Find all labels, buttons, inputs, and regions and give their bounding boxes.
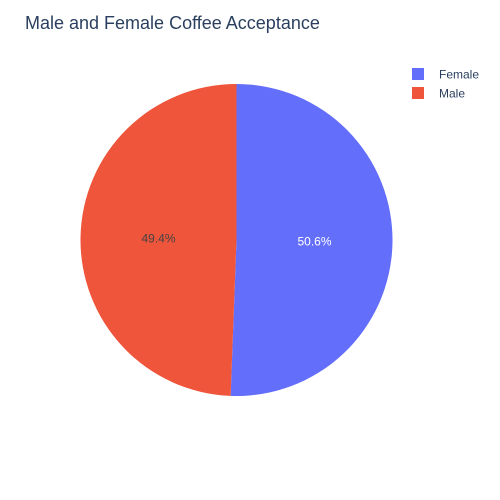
legend-label-male: Male	[439, 87, 465, 101]
legend: Female Male	[412, 68, 479, 101]
legend-item-female[interactable]: Female	[412, 68, 479, 82]
chart-title: Male and Female Coffee Acceptance	[25, 13, 320, 33]
legend-swatch-male	[412, 87, 424, 99]
pie-slices	[80, 84, 393, 397]
slice-label-female: 50.6%	[297, 234, 331, 248]
pie-slice-labels: 50.6% 49.4%	[141, 232, 331, 249]
pie-slice-male[interactable]	[80, 84, 237, 396]
legend-label-female: Female	[439, 68, 479, 82]
legend-item-male[interactable]: Male	[412, 87, 465, 101]
legend-swatch-female	[412, 68, 424, 80]
pie-slice-female[interactable]	[230, 84, 393, 397]
slice-label-male: 49.4%	[141, 232, 175, 246]
